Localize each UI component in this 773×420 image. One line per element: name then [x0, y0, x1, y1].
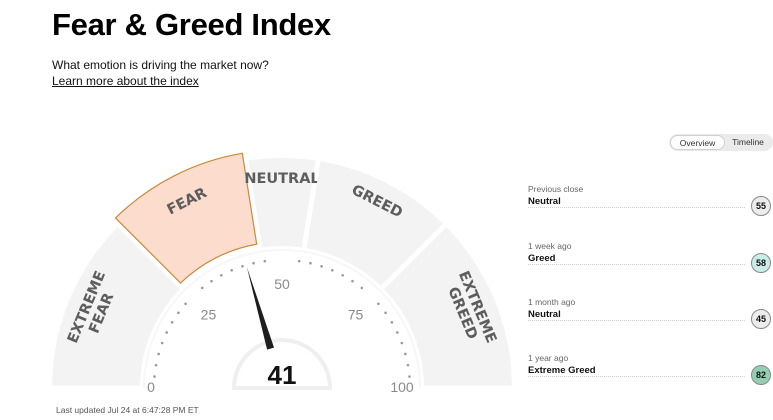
toggle-timeline[interactable]: Timeline: [732, 137, 764, 147]
gauge-tick-dot: [408, 375, 411, 378]
gauge-tick-dot: [341, 273, 344, 277]
history-value-badge: 82: [751, 365, 771, 385]
gauge-tick-dot: [252, 261, 255, 265]
gauge-tick-dot: [400, 341, 404, 345]
history-value-badge: 55: [751, 196, 771, 216]
history-label: Neutral: [528, 309, 561, 320]
fear-greed-gauge: EXTREMEFEARFEARNEUTRALGREEDEXTREMEGREED0…: [52, 152, 512, 395]
history-label: Greed: [528, 253, 556, 264]
gauge-segment-fear: [114, 152, 258, 284]
gauge-tick-dot: [241, 264, 244, 268]
last-updated: Last updated Jul 24 at 6:47:28 PM ET: [56, 405, 199, 415]
gauge-scale-label: 25: [201, 306, 217, 322]
gauge-tick-dot: [297, 259, 301, 263]
gauge-hub: [231, 338, 333, 390]
history-when: 1 year ago: [528, 353, 569, 363]
learn-more-link[interactable]: Learn more about the index: [52, 74, 199, 88]
history-when: Previous close: [528, 184, 584, 194]
gauge-segment-extreme-fear: [52, 227, 180, 386]
page-title: Fear & Greed Index: [52, 7, 331, 42]
view-toggle: Overview Timeline: [669, 134, 773, 151]
gauge-tick-dot: [177, 311, 180, 315]
gauge-tick-dot: [377, 302, 380, 306]
gauge-tick-dot: [396, 331, 399, 334]
gauge-tick-dot: [210, 279, 213, 283]
page-subtitle: What emotion is driving the market now?: [52, 58, 269, 72]
history-value-badge: 45: [751, 309, 771, 329]
gauge-tick-dot: [406, 363, 410, 367]
gauge-segment-neutral: [248, 157, 316, 248]
gauge-segment-greed: [306, 161, 443, 286]
gauge-segment-extreme-greed: [384, 227, 512, 386]
gauge-tick-dot: [220, 273, 223, 277]
gauge-inner-ring: [143, 249, 421, 389]
history-when: 1 month ago: [528, 297, 576, 307]
gauge-segment-label: NEUTRAL: [244, 171, 319, 187]
history-item-1-week: 1 week ago Greed 58: [528, 241, 773, 281]
history-item-1-year: 1 year ago Extreme Greed 82: [528, 353, 773, 393]
gauge-scale-label: 0: [147, 379, 155, 395]
gauge-tick-dot: [154, 363, 158, 367]
history-item-1-month: 1 month ago Neutral 45: [528, 297, 773, 337]
gauge-tick-dot: [230, 269, 233, 272]
gauge-tick-dot: [360, 286, 364, 290]
dotted-divider: [528, 207, 745, 208]
gauge-needle: [246, 267, 275, 350]
gauge-tick-dot: [153, 375, 156, 378]
history-label: Extreme Greed: [528, 365, 596, 376]
gauge-tick-dot: [331, 269, 334, 272]
gauge-scale-label: 50: [274, 276, 290, 292]
gauge-tick-dot: [384, 311, 387, 315]
gauge-value: 41: [268, 360, 297, 390]
dotted-divider: [528, 376, 745, 377]
gauge-scale-label: 75: [348, 306, 364, 322]
gauge-tick-dot: [157, 352, 160, 356]
gauge-tick-dot: [390, 321, 394, 324]
gauge-tick-dot: [184, 302, 187, 306]
gauge-scale-label: 100: [390, 379, 414, 395]
gauge-tick-dot: [165, 331, 168, 334]
dotted-divider: [528, 320, 745, 321]
gauge-tick-dot: [200, 286, 204, 290]
history-value-badge: 58: [751, 253, 771, 273]
history-when: 1 week ago: [528, 241, 572, 251]
gauge-tick-dot: [263, 259, 267, 263]
dotted-divider: [528, 264, 745, 265]
gauge-tick-dot: [404, 352, 407, 356]
gauge-tick-dot: [320, 264, 323, 268]
gauge-tick-dot: [309, 261, 312, 265]
history-item-previous-close: Previous close Neutral 55: [528, 184, 773, 224]
gauge-tick-dot: [160, 341, 164, 345]
history-label: Neutral: [528, 196, 561, 207]
gauge-tick-dot: [351, 279, 354, 283]
gauge-tick-dot: [170, 321, 174, 324]
toggle-overview[interactable]: Overview: [670, 135, 725, 150]
